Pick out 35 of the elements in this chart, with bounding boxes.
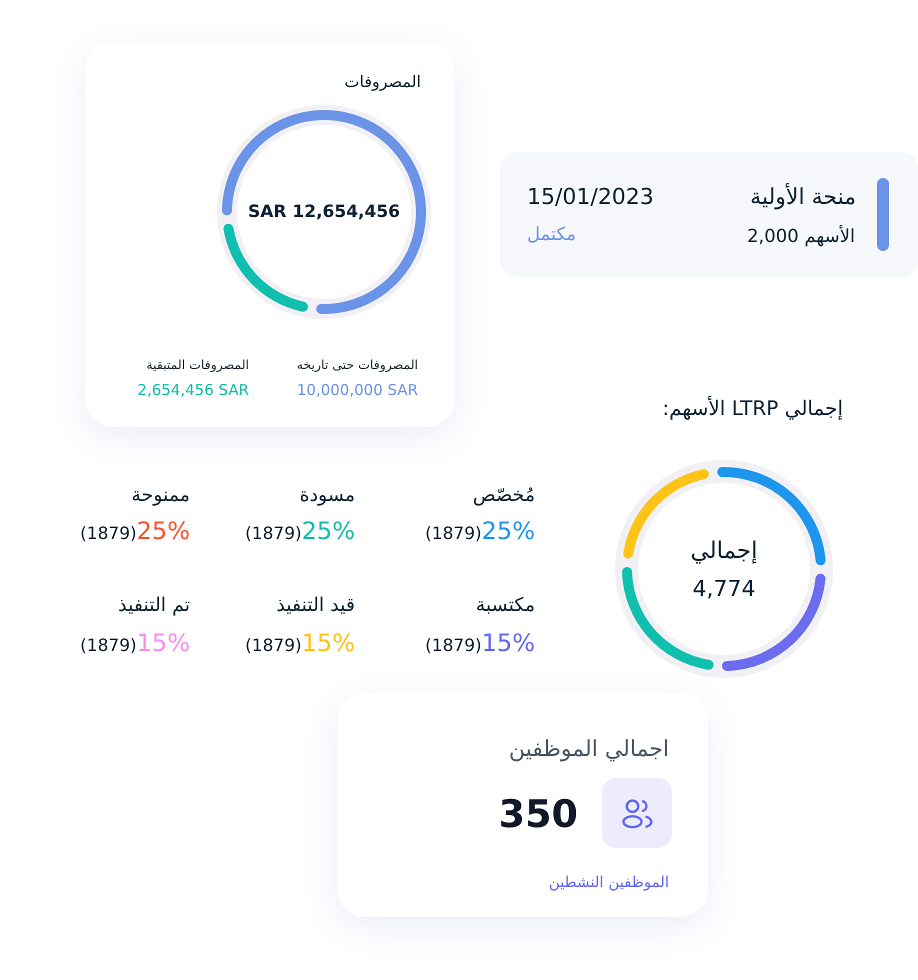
category-label: مُخصّص xyxy=(472,482,535,508)
text: 15/01/2023 xyxy=(527,184,654,212)
category-label: ممنوحة xyxy=(131,482,190,508)
text: (1879) xyxy=(245,523,302,546)
text: 15% xyxy=(136,629,190,657)
text: SAR 12,654,456 xyxy=(248,200,400,224)
text: مكتمل xyxy=(527,223,576,247)
chart-title: إجمالي LTRP الأسهم: xyxy=(662,395,843,421)
text: (1879) xyxy=(425,523,482,546)
category-label: قيد التنفيذ xyxy=(276,592,355,618)
text: (1879) xyxy=(425,635,482,658)
text: 25% xyxy=(482,517,535,545)
text: منحة الأولية xyxy=(750,184,856,212)
chart-title: المصروفات xyxy=(344,72,421,92)
text: اجمالي الموظفين xyxy=(508,736,669,764)
text: 25% xyxy=(136,517,190,545)
data-label: 2,654,456 SAR xyxy=(137,381,249,401)
text: الموظفين النشطين xyxy=(548,873,669,893)
text: (1879) xyxy=(245,635,302,658)
slice-label: المصروفات المتبقية xyxy=(146,356,249,374)
text: (1879) xyxy=(80,635,137,658)
text: 350 xyxy=(498,791,578,838)
text: إجمالي xyxy=(690,537,758,566)
text: 4,774 xyxy=(692,576,756,604)
category-label: مكتسبة xyxy=(476,592,535,618)
text: 15% xyxy=(482,629,535,657)
text: 25% xyxy=(302,517,355,545)
text: الأسهم 2,000 xyxy=(747,225,855,249)
category-label: تم التنفيذ xyxy=(118,592,190,618)
category-label: مسودة xyxy=(300,482,355,508)
data-label: 10,000,000 SAR xyxy=(296,381,418,401)
slice-label: المصروفات حتى تاريخه xyxy=(296,356,418,374)
text: 15% xyxy=(302,629,355,657)
text: (1879) xyxy=(80,523,137,546)
donut-slice xyxy=(223,224,308,312)
